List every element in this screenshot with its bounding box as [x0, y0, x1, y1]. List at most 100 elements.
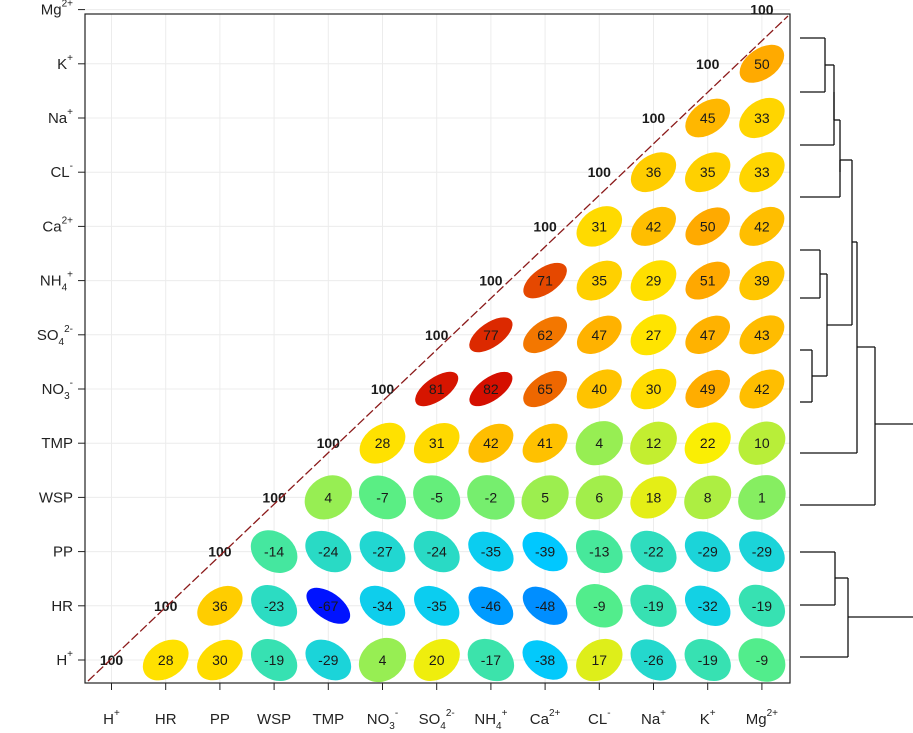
correlation-value-2-8: -39: [535, 544, 555, 560]
correlation-ellipse-2-10: [630, 530, 677, 573]
correlation-ellipse-0-12: [738, 638, 786, 682]
correlation-ellipse-3-10: [630, 476, 677, 519]
correlation-value-2-10: -22: [643, 544, 663, 560]
correlation-value-2-5: -27: [372, 544, 392, 560]
correlation-value-2-4: -24: [318, 544, 338, 560]
correlation-value-3-8: 5: [541, 489, 549, 505]
y-tick-label-6: SO42-: [37, 324, 73, 348]
y-tick-label-0: H+: [56, 649, 73, 669]
correlation-ellipse-6-11: [685, 315, 731, 354]
correlation-ellipse-2-6: [413, 530, 460, 573]
correlation-ellipse-0-6: [413, 639, 460, 681]
correlation-value-3-11: 8: [704, 489, 712, 505]
correlation-ellipse-5-12: [739, 369, 785, 409]
correlation-value-2-9: -13: [589, 544, 609, 560]
correlation-ellipse-3-5: [358, 475, 407, 520]
y-axis: H+ HR PP WSP TMP NO3- SO42- NH4+ Ca2+ CL- Na+ K+ Mg2…: [37, 0, 85, 669]
correlation-value-1-4: -67: [318, 598, 338, 614]
correlation-ellipse-8-10: [631, 206, 676, 246]
correlation-value-3-6: -5: [430, 489, 443, 505]
correlation-ellipse-3-9: [575, 475, 623, 520]
correlation-ellipse-6-8: [523, 316, 568, 354]
correlation-value-1-6: -35: [427, 598, 447, 614]
correlation-ellipse-0-8: [522, 640, 568, 680]
x-tick-label-5: NO3-: [367, 708, 398, 732]
y-tick-label-5: NO3-: [42, 378, 73, 402]
correlation-ellipse-0-4: [305, 639, 352, 681]
correlation-ellipse-5-9: [576, 369, 622, 409]
y-tick-label-9: CL-: [50, 161, 73, 181]
y-tick-label-7: NH4+: [40, 270, 73, 294]
correlation-ellipse-2-11: [684, 531, 731, 572]
correlation-value-1-7: -46: [481, 598, 501, 614]
correlation-ellipse-1-2: [197, 585, 243, 626]
correlation-value-9-10: 36: [646, 164, 662, 180]
correlation-value-4-10: 12: [646, 435, 662, 451]
correlation-value-2-11: -29: [698, 544, 718, 560]
correlation-value-7-9: 35: [592, 273, 608, 289]
x-tick-label-12: Mg2+: [746, 708, 778, 728]
diagonal-value-3: 100: [262, 489, 286, 505]
x-tick-label-4: TMP: [312, 711, 344, 728]
x-tick-label-10: Na+: [641, 708, 666, 728]
correlation-ellipse-2-12: [739, 531, 785, 572]
correlation-ellipse-3-7: [467, 475, 515, 520]
correlation-ellipse-4-11: [684, 422, 731, 465]
x-tick-label-6: SO42-: [419, 708, 455, 732]
correlation-value-0-6: 20: [429, 652, 445, 668]
correlation-value-1-2: 36: [212, 598, 228, 614]
correlation-value-6-10: 27: [646, 327, 662, 343]
correlation-value-8-10: 42: [646, 218, 662, 234]
correlation-value-3-9: 6: [595, 489, 603, 505]
correlation-ellipse-10-11: [685, 98, 731, 138]
correlation-value-4-9: 4: [595, 435, 603, 451]
correlation-value-5-9: 40: [592, 381, 608, 397]
correlation-ellipse-7-12: [739, 260, 785, 301]
correlation-ellipse-8-9: [576, 206, 623, 247]
diagonal-value-7: 100: [479, 273, 503, 289]
correlation-value-3-10: 18: [646, 489, 662, 505]
correlation-ellipse-0-9: [576, 638, 623, 682]
x-axis: H+ HR PP WSP TMP NO3- SO42- NH4+ Ca2+ CL- Na+ K+ Mg2…: [103, 683, 778, 732]
correlation-ellipse-3-11: [684, 475, 732, 520]
correlation-value-1-11: -32: [698, 598, 718, 614]
correlation-value-5-7: 82: [483, 381, 499, 397]
correlation-ellipse-9-11: [685, 152, 731, 193]
x-tick-label-9: CL-: [588, 708, 611, 728]
diagonal-value-9: 100: [588, 164, 612, 180]
diagonal-line: [87, 15, 789, 682]
diagonal-value-12: 100: [750, 2, 774, 18]
correlation-value-2-3: -14: [264, 544, 284, 560]
correlation-value-0-12: -9: [756, 652, 769, 668]
correlation-value-7-10: 29: [646, 273, 662, 289]
correlation-value-0-3: -19: [264, 652, 284, 668]
correlation-ellipse-5-10: [630, 368, 677, 410]
correlation-ellipse-0-5: [358, 637, 407, 683]
correlation-value-3-12: 1: [758, 489, 766, 505]
correlation-value-1-10: -19: [643, 598, 663, 614]
correlation-ellipse-4-7: [468, 423, 514, 463]
correlation-value-5-11: 49: [700, 381, 716, 397]
correlation-ellipse-2-5: [359, 531, 406, 573]
correlation-ellipse-1-4: [306, 587, 351, 624]
correlation-ellipse-2-7: [468, 531, 514, 572]
diagonal-value-11: 100: [696, 56, 720, 72]
correlation-ellipse-4-5: [359, 422, 406, 464]
plot-frame: [84, 13, 791, 684]
correlation-value-4-8: 41: [537, 435, 553, 451]
diagonal-value-4: 100: [317, 435, 341, 451]
correlation-value-0-7: -17: [481, 652, 501, 668]
x-tick-label-7: NH4+: [474, 708, 507, 732]
correlation-value-10-11: 45: [700, 110, 716, 126]
correlation-ellipse-7-8: [523, 262, 567, 299]
correlation-ellipse-1-10: [630, 584, 677, 627]
correlation-ellipse-0-3: [250, 638, 298, 682]
correlation-value-1-12: -19: [752, 598, 772, 614]
correlation-value-6-9: 47: [592, 327, 608, 343]
correlation-value-1-9: -9: [593, 598, 606, 614]
correlation-ellipse-7-11: [685, 261, 730, 300]
correlation-value-0-10: -26: [643, 652, 663, 668]
correlation-ellipse-9-10: [630, 152, 677, 193]
correlation-ellipse-6-12: [739, 315, 785, 355]
